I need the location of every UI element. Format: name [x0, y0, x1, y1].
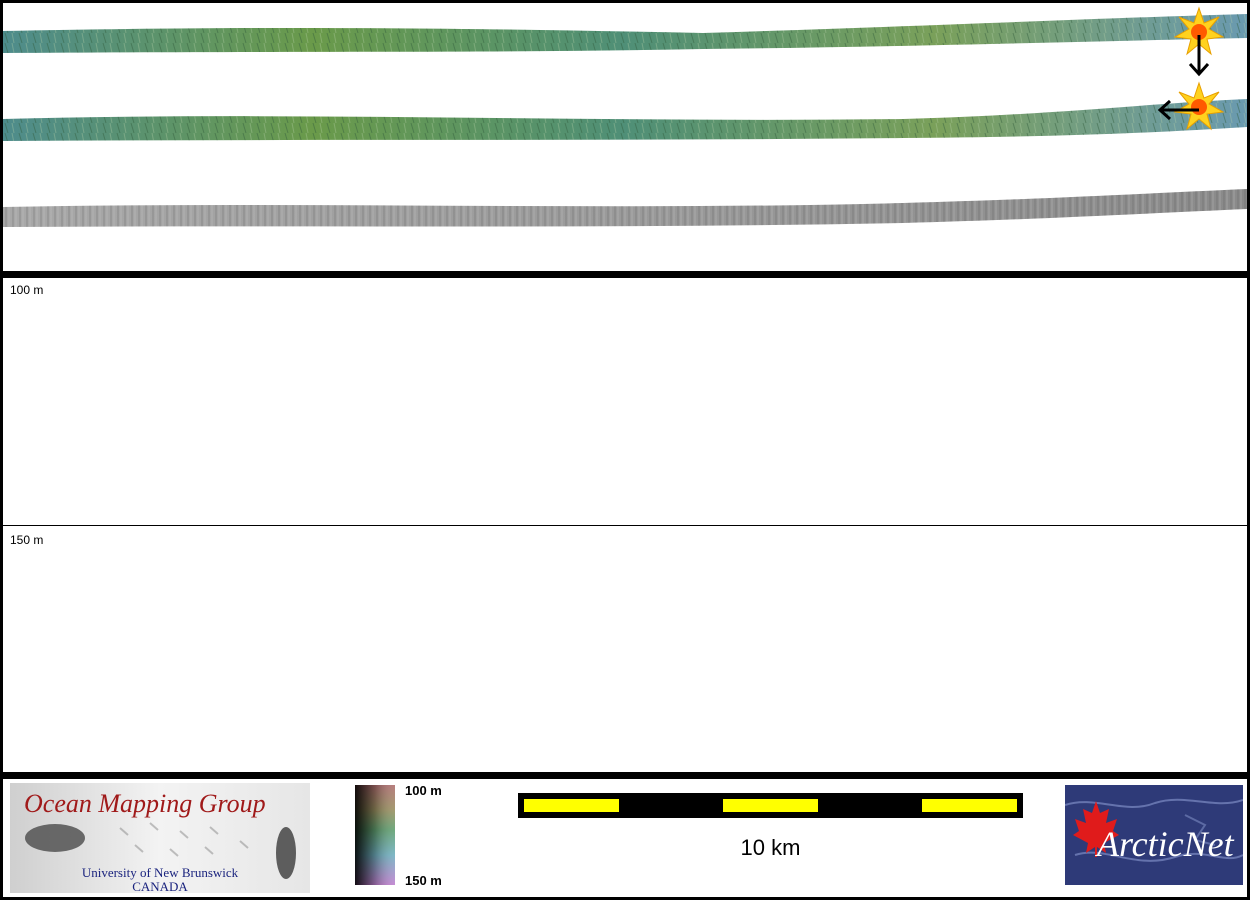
- omg-logo-image: [10, 783, 310, 893]
- swath-map: [3, 6, 1247, 227]
- scale-bar-segment: [922, 799, 1017, 812]
- colorbar-min-label: 100 m: [405, 783, 442, 798]
- depth-label-lower: 150 m: [10, 533, 44, 547]
- omg-country: CANADA: [132, 879, 188, 894]
- colorbar-max-label: 150 m: [405, 873, 442, 888]
- scale-bar-label: 10 km: [740, 835, 801, 860]
- swath-panel: [3, 3, 1247, 271]
- scale-bar-segment: [723, 799, 818, 812]
- arcticnet-logo-text: ArcticNet: [1097, 824, 1234, 864]
- omg-title: Ocean Mapping Group: [24, 789, 266, 818]
- omg-university: University of New Brunswick: [81, 865, 239, 880]
- maple-leaf-icon: [1073, 801, 1119, 857]
- arcticnet-logo: ArcticNet: [1065, 785, 1243, 885]
- arrow-down-icon: [1188, 35, 1210, 77]
- depth-label-upper: 100 m: [10, 283, 44, 297]
- depth-colorbar: [355, 785, 395, 885]
- legend-panel: Ocean Mapping Group University of New Br…: [3, 779, 1247, 897]
- scale-bar: [518, 793, 1023, 818]
- scale-bar-segment: [524, 799, 619, 812]
- arcticnet-map-image: [1065, 798, 1243, 862]
- arrow-left-icon: [1157, 99, 1199, 121]
- omg-logo: Ocean Mapping Group University of New Br…: [10, 783, 310, 894]
- depth-divider: [3, 525, 1247, 526]
- depth-profile-panel: 100 m 150 m: [3, 278, 1247, 772]
